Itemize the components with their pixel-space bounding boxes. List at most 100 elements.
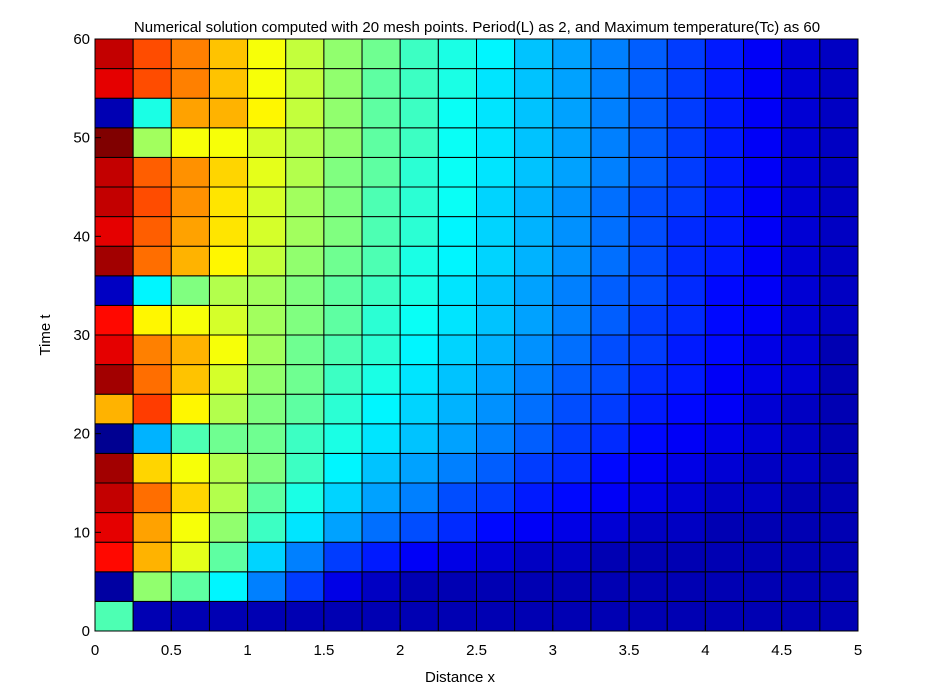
heatmap-cell — [781, 156, 821, 188]
heatmap-cell — [437, 600, 478, 632]
heatmap-cell — [285, 393, 325, 425]
heatmap-cell — [285, 156, 325, 188]
heatmap-cell — [552, 512, 592, 543]
heatmap-cell — [666, 275, 706, 306]
heatmap-cell — [514, 38, 554, 70]
heatmap-cell — [590, 216, 630, 247]
heatmap-cell — [170, 38, 210, 70]
heatmap-cell — [247, 423, 287, 454]
heatmap-cell — [590, 245, 630, 277]
heatmap-cell — [247, 97, 287, 129]
heatmap-cell — [590, 334, 630, 366]
heatmap-cell — [323, 97, 363, 129]
heatmap-cell — [704, 452, 745, 484]
heatmap-cell — [132, 97, 172, 129]
heatmap-cell — [132, 245, 172, 277]
heatmap-cell — [247, 393, 287, 425]
heatmap-cell — [514, 482, 554, 514]
heatmap-cell — [628, 334, 668, 366]
heatmap-cell — [552, 541, 592, 573]
heatmap-cell — [552, 334, 592, 366]
y-tick-label: 60 — [73, 31, 90, 48]
heatmap-cell — [323, 364, 363, 395]
heatmap-cell — [323, 186, 363, 218]
heatmap-cell — [132, 275, 172, 306]
heatmap-cell — [819, 541, 859, 573]
heatmap-cell — [666, 364, 706, 395]
heatmap-cell — [437, 127, 478, 158]
heatmap-cell — [743, 393, 783, 425]
heatmap-cell — [399, 127, 439, 158]
heatmap-cell — [819, 423, 859, 454]
heatmap-cell — [743, 275, 783, 306]
heatmap-cell — [94, 364, 134, 395]
heatmap-cell — [247, 156, 287, 188]
heatmap-cell — [94, 186, 134, 218]
heatmap-cell — [552, 393, 592, 425]
heatmap-cell — [666, 512, 706, 543]
heatmap-cell — [170, 68, 210, 99]
y-axis-label: Time t — [37, 314, 54, 356]
heatmap-cell — [285, 216, 325, 247]
heatmap-cell — [819, 156, 859, 188]
heatmap-cell — [399, 97, 439, 129]
heatmap-cell — [132, 600, 172, 632]
heatmap-cell — [819, 600, 859, 632]
heatmap-cell — [399, 38, 439, 70]
heatmap-cell — [514, 127, 554, 158]
heatmap-cell — [704, 571, 745, 602]
heatmap-cell — [132, 68, 172, 99]
heatmap-cell — [170, 541, 210, 573]
heatmap-cell — [323, 334, 363, 366]
x-axis-label: Distance x — [425, 669, 496, 686]
heatmap-cell — [132, 423, 172, 454]
heatmap-cell — [208, 186, 249, 218]
heatmap-cell — [208, 452, 249, 484]
heatmap-cell — [170, 216, 210, 247]
x-tick-label: 2.5 — [466, 642, 487, 659]
heatmap-cell — [170, 304, 210, 336]
heatmap-cell — [704, 156, 745, 188]
heatmap-cell — [399, 571, 439, 602]
heatmap-cell — [247, 275, 287, 306]
heatmap-cell — [132, 127, 172, 158]
heatmap-cell — [361, 423, 401, 454]
heatmap-cell — [628, 127, 668, 158]
heatmap-cell — [247, 452, 287, 484]
heatmap-cell — [361, 364, 401, 395]
heatmap-cell — [399, 541, 439, 573]
heatmap-cell — [666, 245, 706, 277]
heatmap-cell — [552, 571, 592, 602]
heatmap-cell — [476, 423, 516, 454]
x-tick-label: 1.5 — [313, 642, 334, 659]
heatmap-cell — [94, 334, 134, 366]
heatmap-cell — [437, 304, 478, 336]
heatmap-cell — [247, 571, 287, 602]
heatmap-cell — [743, 156, 783, 188]
heatmap-cell — [399, 600, 439, 632]
heatmap-cell — [704, 97, 745, 129]
heatmap-cell — [819, 275, 859, 306]
heatmap-cell — [208, 571, 249, 602]
heatmap-cell — [743, 600, 783, 632]
heatmap-cell — [361, 452, 401, 484]
x-tick-label: 5 — [854, 642, 862, 659]
heatmap-cell — [743, 127, 783, 158]
heatmap-cell — [132, 334, 172, 366]
heatmap-cell — [743, 304, 783, 336]
heatmap-cell — [514, 186, 554, 218]
heatmap-cell — [819, 245, 859, 277]
heatmap-cell — [361, 571, 401, 602]
heatmap-cell — [819, 364, 859, 395]
heatmap-cell — [819, 186, 859, 218]
heatmap-cell — [94, 304, 134, 336]
heatmap-cell — [132, 452, 172, 484]
heatmap-cell — [628, 245, 668, 277]
heatmap-cell — [781, 452, 821, 484]
y-tick-label: 50 — [73, 130, 90, 147]
heatmap-cell — [704, 245, 745, 277]
heatmap-cell — [514, 275, 554, 306]
heatmap-cell — [552, 364, 592, 395]
heatmap-cell — [514, 541, 554, 573]
heatmap-cell — [437, 245, 478, 277]
